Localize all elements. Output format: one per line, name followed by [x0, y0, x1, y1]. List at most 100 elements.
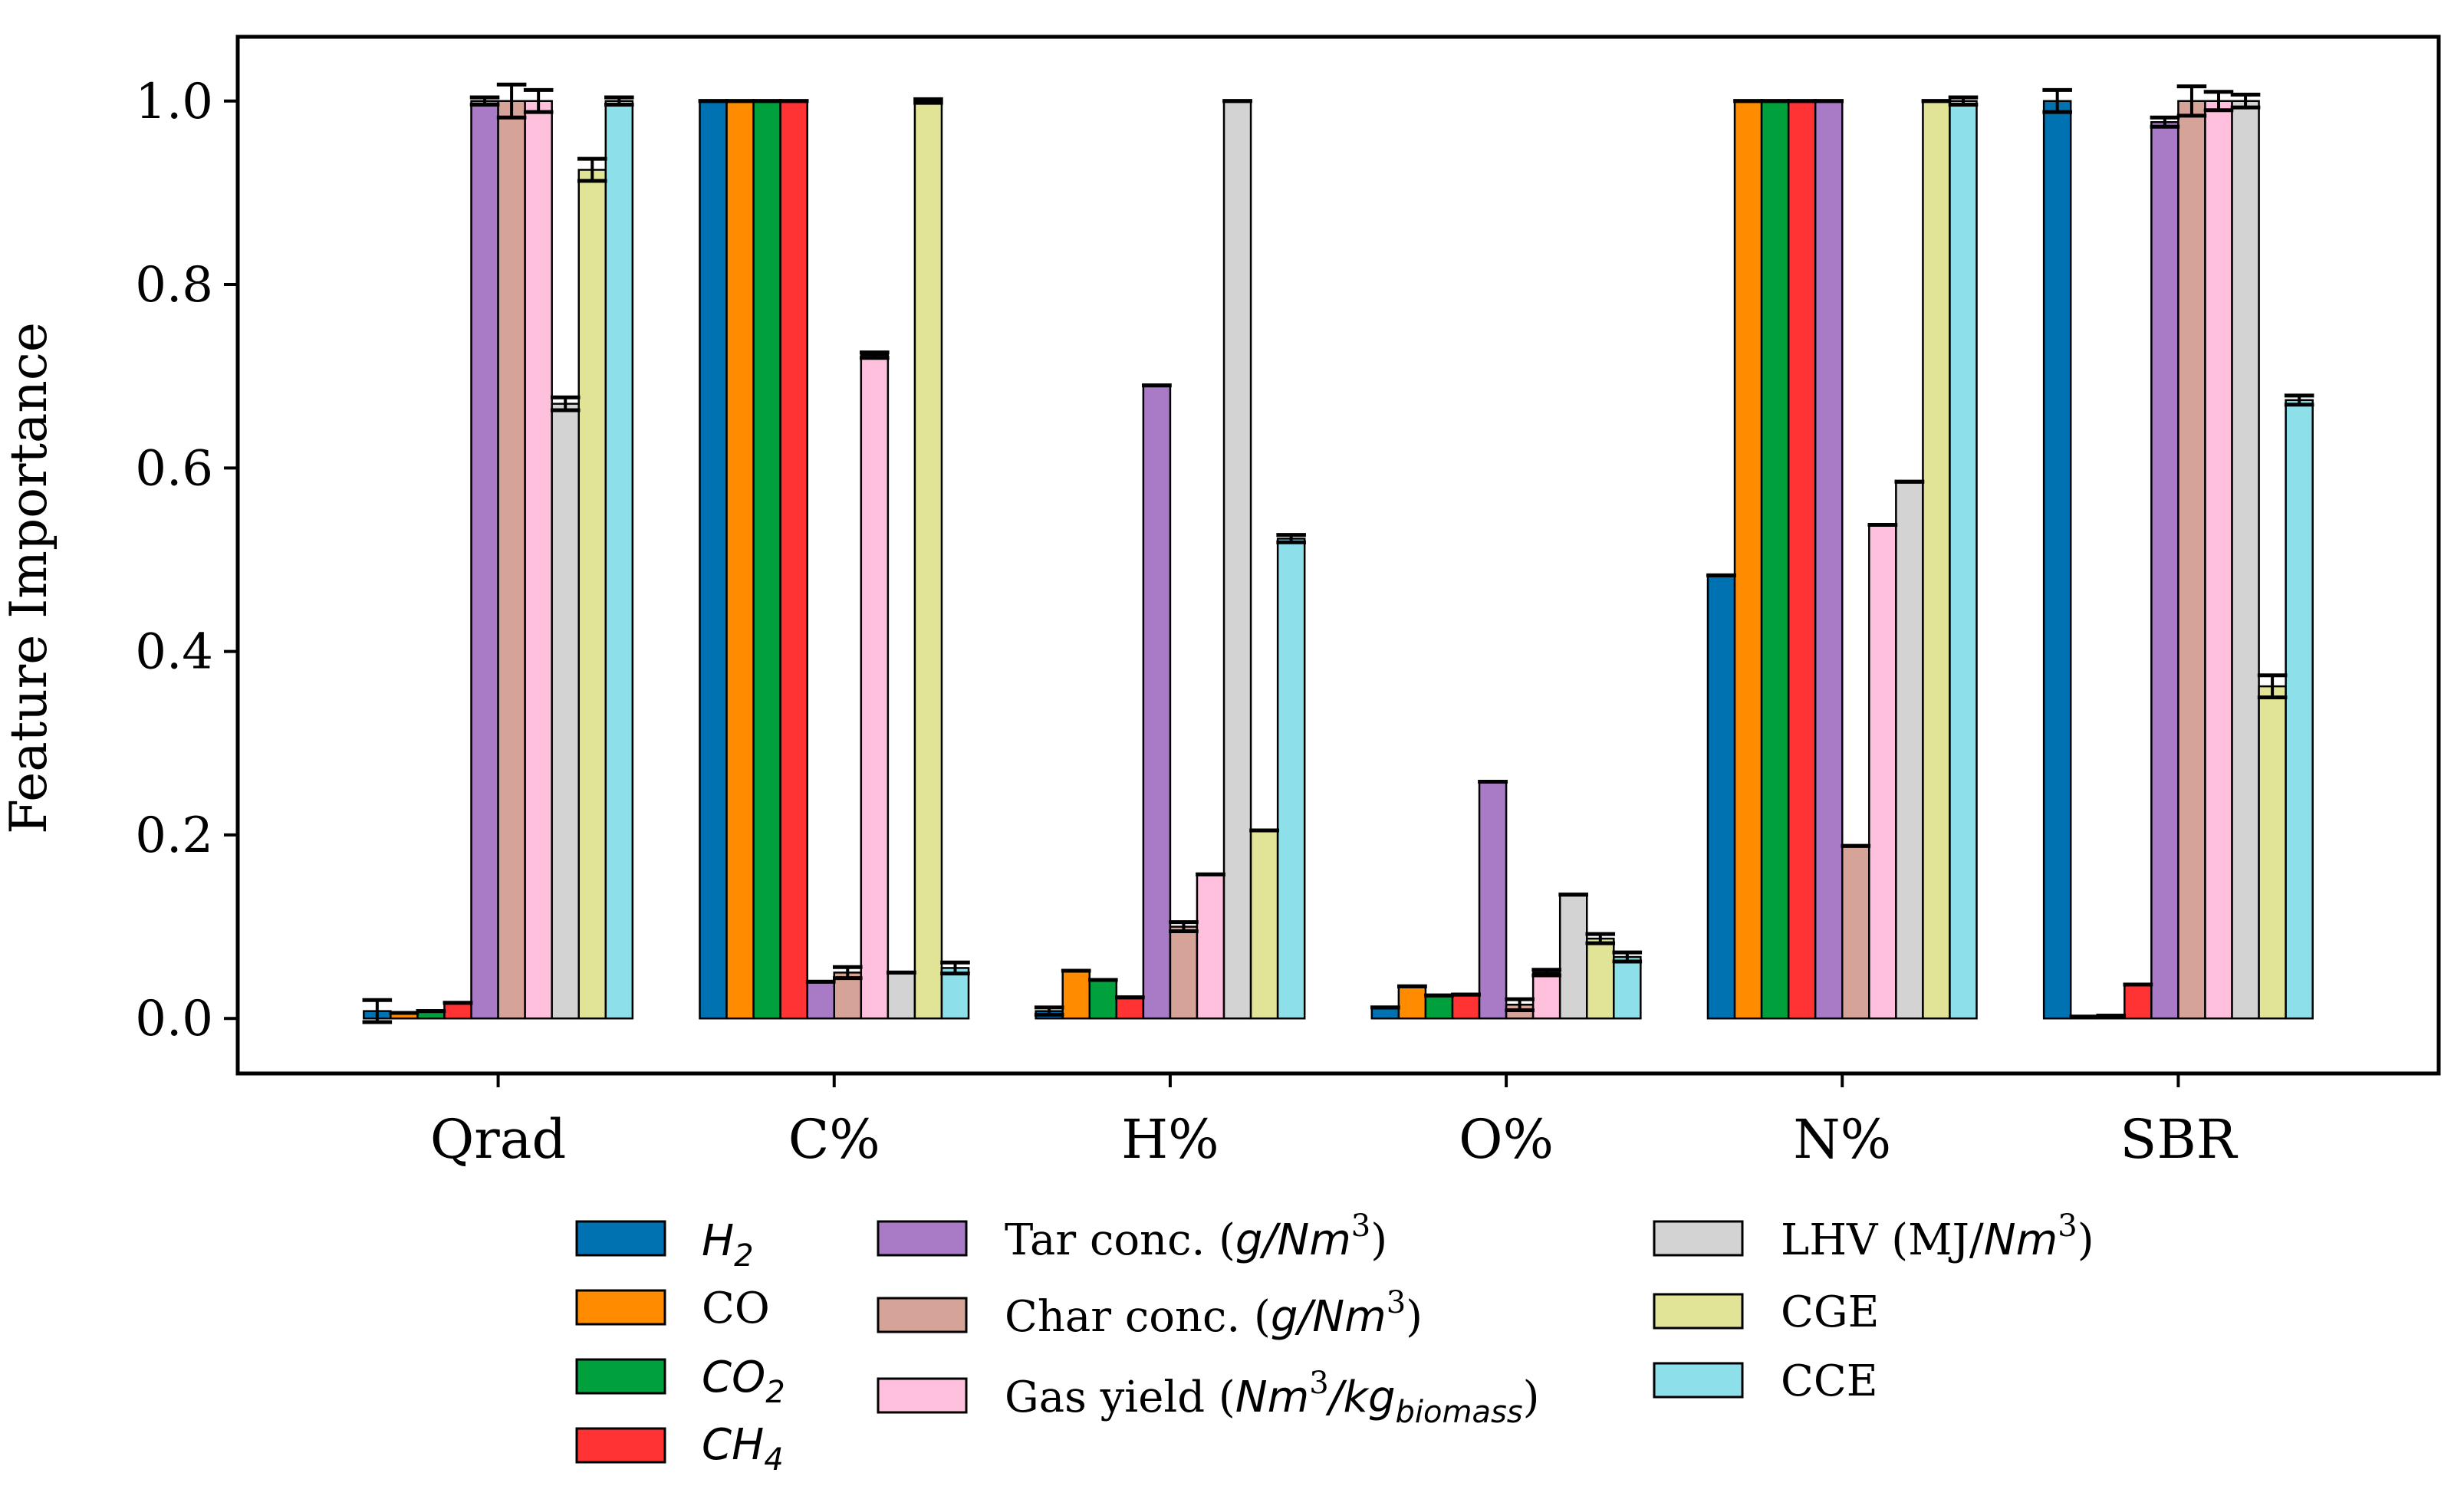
errorbar-SBR-LHV (MJ/Nm3): [2230, 92, 2261, 110]
legend-swatch-co2: [575, 1358, 666, 1395]
bar-H%-LHV (MJ/Nm3): [1222, 100, 1252, 1020]
errorbar-O%-CCE: [1612, 950, 1643, 964]
bar-H%-CGE: [1249, 829, 1279, 1020]
errorbar-SBR-Tar conc. (g/Nm3): [2150, 115, 2180, 129]
bar-C%-CCE: [940, 967, 970, 1020]
x-tick-label: O%: [1459, 1108, 1554, 1171]
errorbar-O%-Char conc. (g/Nm3): [1505, 997, 1535, 1012]
y-tick-label: 0.4: [135, 624, 213, 681]
bar-Qrad-Tar conc. (g/Nm3): [470, 100, 499, 1020]
bar-Qrad-LHV (MJ/Nm3): [551, 403, 580, 1020]
bar-SBR-Char conc. (g/Nm3): [2177, 100, 2206, 1020]
errorbar-H%-CCE: [1276, 533, 1306, 544]
legend-entry-cce: CCE: [1653, 1356, 1878, 1406]
bar-C%-CGE: [913, 100, 943, 1020]
bar-Qrad-CGE: [577, 169, 607, 1020]
errorbar-SBR-CGE: [2257, 673, 2288, 699]
errorbar-H%-H2: [1034, 1005, 1064, 1017]
x-tick-label: Qrad: [430, 1108, 566, 1171]
x-axis: Qrad C% H% O% N% SBR: [430, 1073, 2239, 1171]
legend-label-char: Char conc. (g/Nm3): [1005, 1285, 1423, 1342]
bar-SBR-CCE: [2285, 399, 2314, 1020]
bar-N%-Gas yield (Nm3/kgbiomass): [1868, 524, 1897, 1020]
legend-entry-gas-yield: Gas yield (Nm3/kgbiomass): [877, 1366, 1540, 1430]
legend-swatch-gas-yield: [877, 1377, 968, 1414]
legend-label-tar: Tar conc. (g/Nm3): [1005, 1208, 1387, 1265]
bar-H%-CCE: [1276, 538, 1306, 1020]
y-axis-title: Feature Importance: [0, 322, 58, 834]
legend-swatch-cge: [1653, 1293, 1744, 1330]
error-bars-layer: [362, 82, 2314, 1024]
legend-label-lhv: LHV (MJ/Nm3): [1781, 1208, 2094, 1265]
bar-C%-Gas yield (Nm3/kgbiomass): [860, 353, 890, 1020]
bar-C%-Tar conc. (g/Nm3): [806, 981, 835, 1020]
legend-entry-co: CO: [575, 1284, 770, 1333]
errorbar-Qrad-LHV (MJ/Nm3): [550, 395, 581, 413]
legend-swatch-lhv: [1653, 1220, 1744, 1257]
bar-SBR-H2: [2042, 100, 2072, 1020]
errorbar-SBR-CCE: [2284, 393, 2314, 407]
bar-C%-H2: [699, 100, 728, 1020]
bar-N%-Char conc. (g/Nm3): [1841, 845, 1870, 1020]
legend-entry-co2: CO2: [575, 1353, 785, 1410]
y-tick-label: 0.0: [135, 991, 213, 1047]
legend-swatch-tar: [877, 1220, 968, 1257]
bar-O%-Gas yield (Nm3/kgbiomass): [1531, 971, 1561, 1020]
bar-N%-CCE: [1949, 100, 1978, 1020]
legend-swatch-h2: [575, 1220, 666, 1257]
legend-entry-char: Char conc. (g/Nm3): [877, 1285, 1423, 1342]
bars-layer: [363, 100, 2314, 1020]
legend-label-ch4: CH4: [702, 1420, 784, 1478]
bar-N%-CO: [1733, 100, 1763, 1020]
bar-C%-LHV (MJ/Nm3): [887, 971, 916, 1020]
bar-N%-CGE: [1922, 100, 1951, 1020]
x-tick-label: N%: [1793, 1108, 1891, 1171]
bar-N%-CH4: [1787, 100, 1817, 1020]
bar-N%-H2: [1706, 574, 1736, 1020]
bar-SBR-Gas yield (Nm3/kgbiomass): [2204, 100, 2233, 1020]
bar-N%-Tar conc. (g/Nm3): [1814, 100, 1844, 1020]
legend-label-cge: CGE: [1781, 1287, 1879, 1337]
y-axis: 0.0 0.2 0.4 0.6 0.8 1.0: [135, 74, 238, 1047]
bar-C%-CH4: [779, 100, 808, 1020]
bar-O%-CGE: [1585, 937, 1615, 1020]
bar-H%-CH4: [1115, 996, 1145, 1020]
errorbar-SBR-Gas yield (Nm3/kgbiomass): [2203, 90, 2234, 113]
bar-H%-Tar conc. (g/Nm3): [1142, 384, 1172, 1020]
legend-label-cce: CCE: [1781, 1356, 1878, 1406]
bar-H%-CO: [1061, 969, 1091, 1020]
legend-label-co: CO: [702, 1284, 770, 1333]
errorbar-O%-CGE: [1585, 932, 1616, 945]
bar-H%-Gas yield (Nm3/kgbiomass): [1196, 873, 1225, 1020]
errorbar-Qrad-Char conc. (g/Nm3): [496, 82, 527, 120]
legend-swatch-co: [575, 1289, 666, 1326]
legend-entry-h2: H2: [575, 1216, 754, 1274]
bar-O%-CH4: [1451, 993, 1481, 1020]
bar-SBR-CH4: [2124, 983, 2153, 1020]
errorbar-SBR-H2: [2042, 87, 2072, 114]
y-tick-label: 0.6: [135, 440, 213, 497]
x-tick-label: C%: [788, 1108, 880, 1171]
errorbar-O%-Gas yield (Nm3/kgbiomass): [1531, 968, 1561, 978]
y-tick-label: 0.2: [135, 807, 213, 864]
y-tick-label: 1.0: [135, 74, 213, 130]
bar-C%-CO2: [752, 100, 781, 1020]
errorbar-C%-Gas yield (Nm3/kgbiomass): [860, 350, 890, 360]
bar-O%-Tar conc. (g/Nm3): [1478, 781, 1508, 1020]
bar-O%-CO2: [1424, 995, 1454, 1020]
y-tick-label: 0.8: [135, 257, 213, 314]
legend-entry-lhv: LHV (MJ/Nm3): [1653, 1208, 2094, 1265]
errorbar-N%-CCE: [1948, 95, 1979, 107]
x-tick-label: H%: [1121, 1108, 1219, 1171]
legend-entry-tar: Tar conc. (g/Nm3): [877, 1208, 1387, 1265]
plot-frame: [235, 35, 2441, 1076]
errorbar-Qrad-H2: [362, 998, 393, 1024]
legend-entry-cge: CGE: [1653, 1287, 1879, 1337]
bar-Qrad-Char conc. (g/Nm3): [497, 100, 526, 1020]
errorbar-C%-Char conc. (g/Nm3): [832, 965, 863, 981]
bar-SBR-Tar conc. (g/Nm3): [2150, 121, 2179, 1020]
legend-label-gas-yield: Gas yield (Nm3/kgbiomass): [1005, 1366, 1540, 1430]
legend-swatch-cce: [1653, 1362, 1744, 1399]
errorbar-Qrad-CCE: [604, 95, 634, 107]
